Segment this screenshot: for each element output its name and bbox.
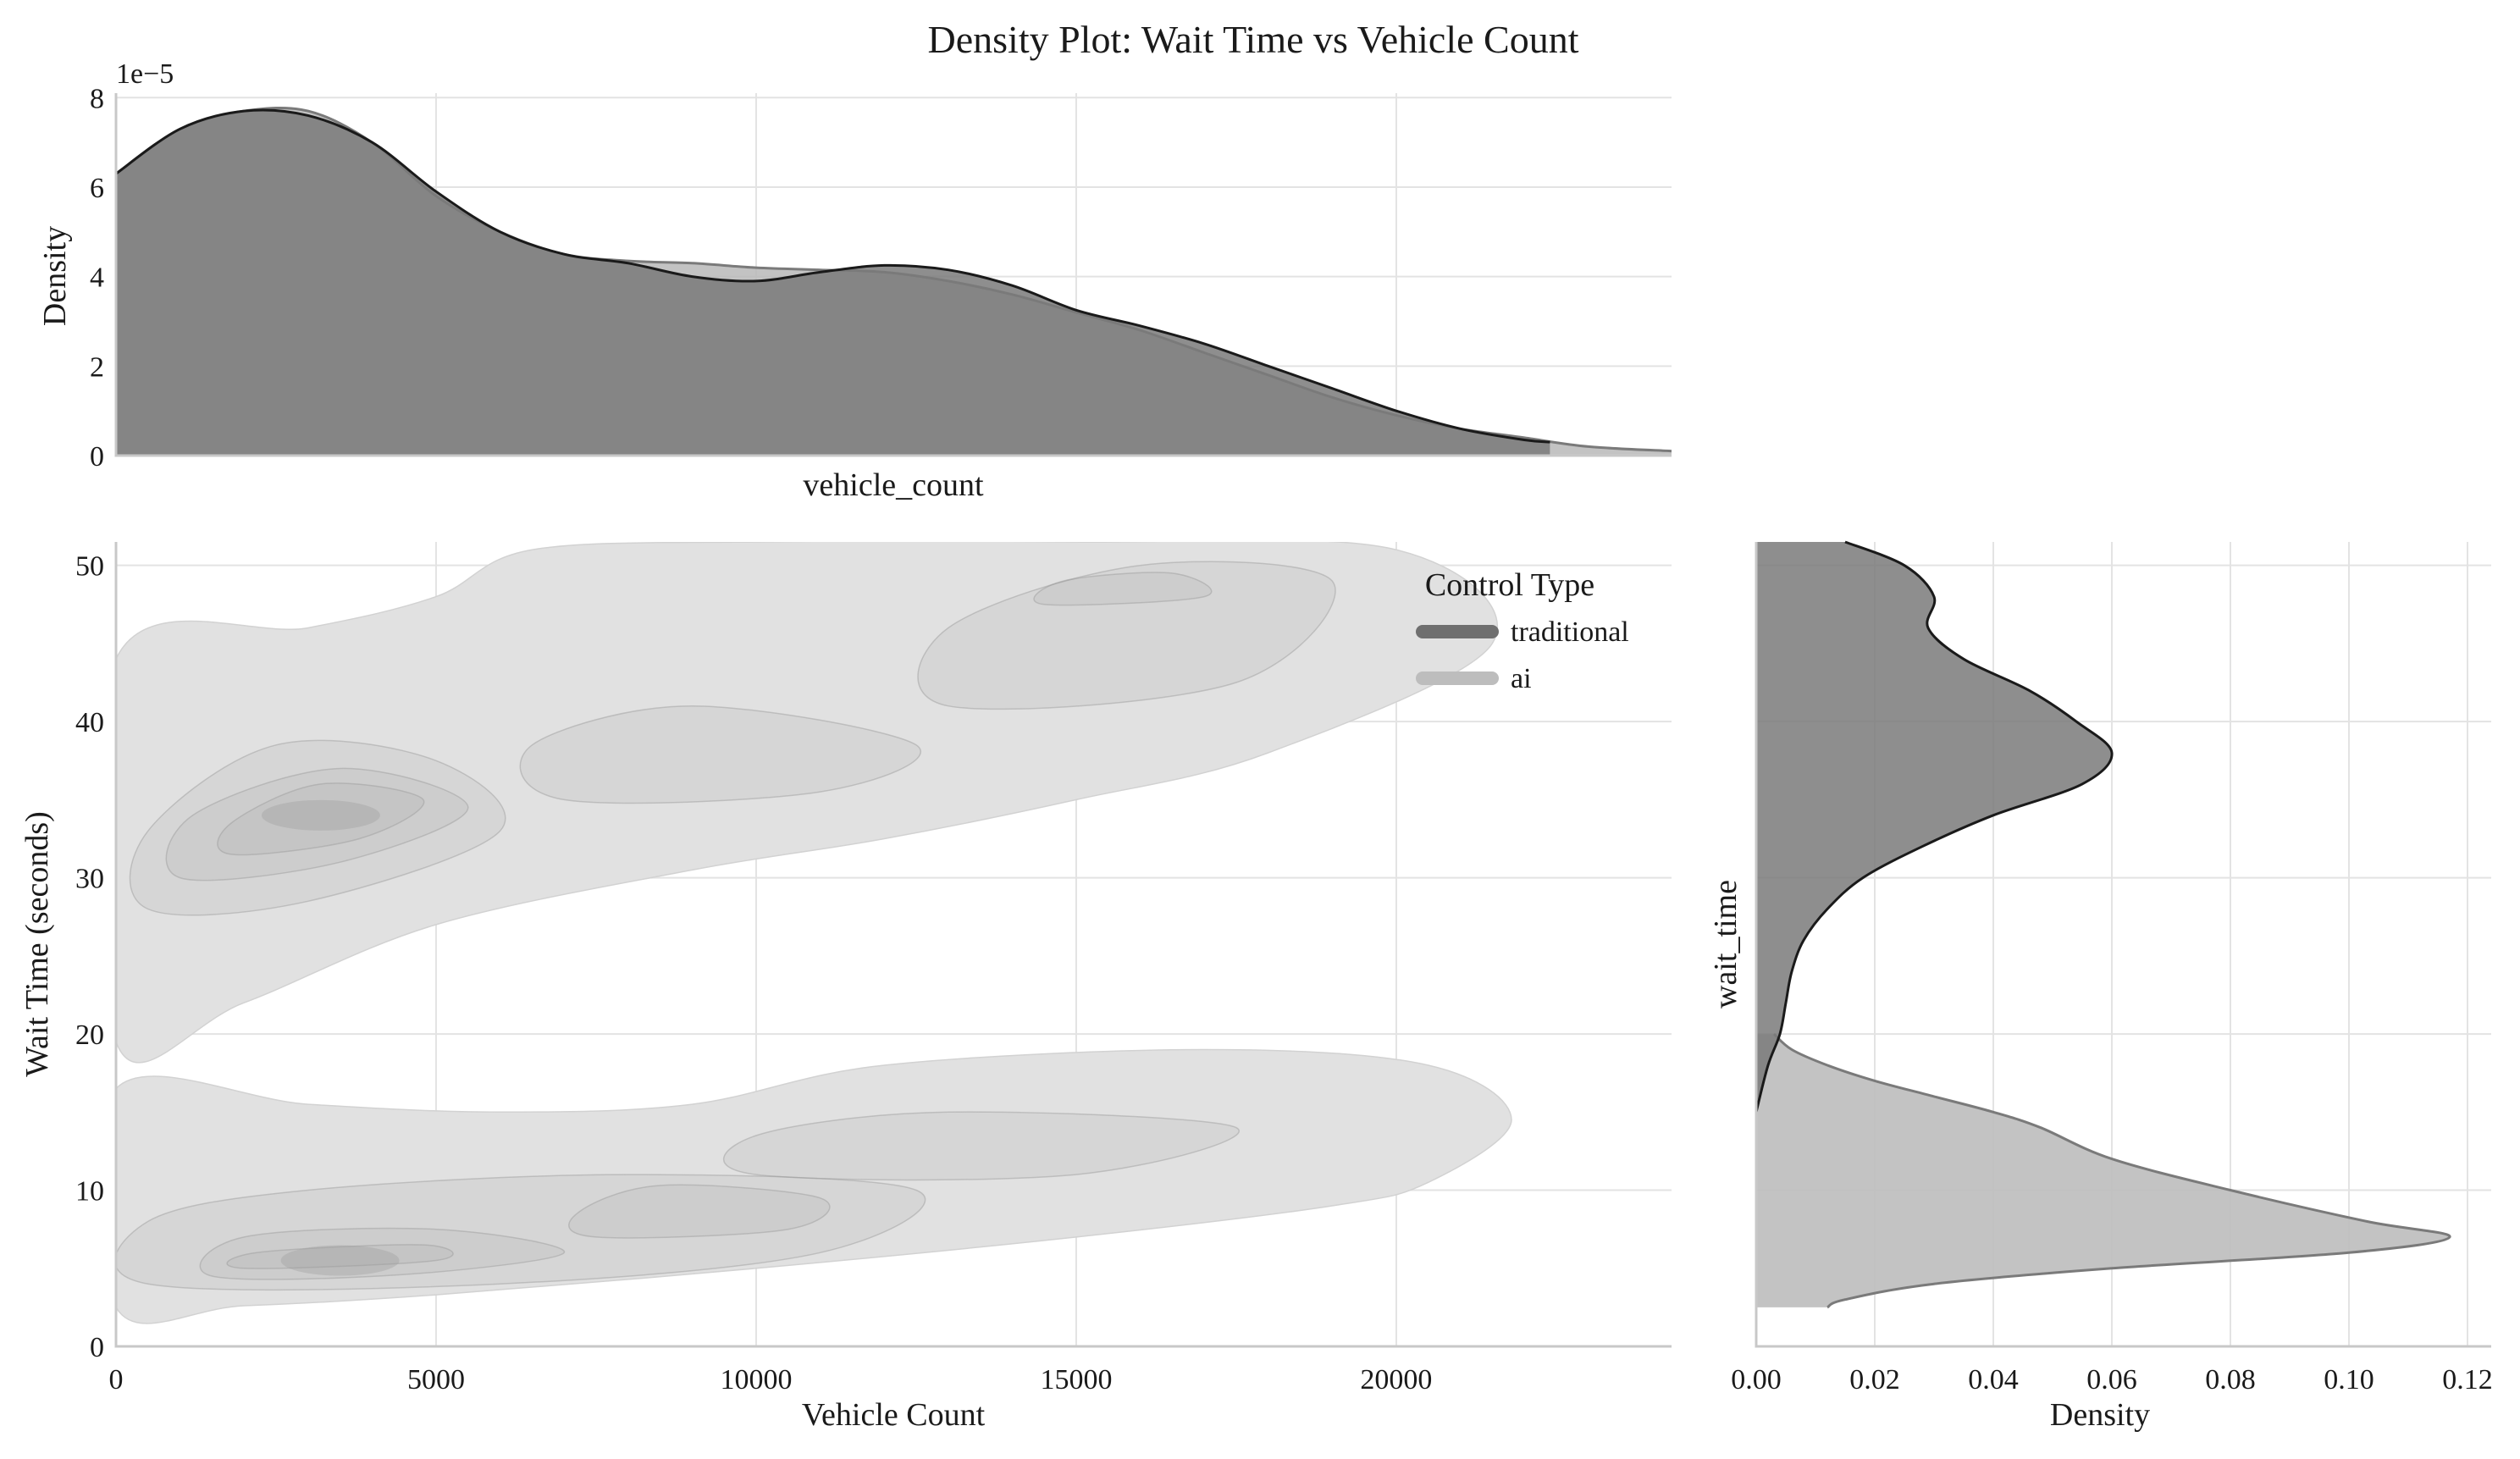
right-density-fill-traditional bbox=[1756, 542, 2113, 1113]
kde-contour-traditional-level bbox=[519, 705, 922, 804]
main-y-tick-label: 20 bbox=[75, 1020, 104, 1051]
right-density-fill-ai bbox=[1756, 1034, 2451, 1307]
main-x-tick-label: 10000 bbox=[720, 1364, 792, 1395]
kde-peak-traditional bbox=[261, 799, 380, 831]
kde-contour-ai-level bbox=[226, 1244, 454, 1269]
main-contour-group bbox=[116, 542, 1512, 1324]
right-xlabel: Density bbox=[2050, 1397, 2150, 1433]
kde-contour-traditional-level bbox=[917, 561, 1336, 710]
right-x-tick-label: 0.00 bbox=[1731, 1364, 1782, 1395]
top-ylabel: Density bbox=[37, 226, 73, 326]
top-offset-label: 1e−5 bbox=[116, 58, 174, 90]
main-ylabel: Wait Time (seconds) bbox=[19, 811, 55, 1077]
right-x-tick-label: 0.06 bbox=[2086, 1364, 2137, 1395]
main-x-tick-label: 20000 bbox=[1360, 1364, 1432, 1395]
kde-contour-traditional-level bbox=[165, 767, 469, 881]
legend-label-ai: ai bbox=[1511, 663, 1532, 694]
top-y-tick-label: 6 bbox=[90, 173, 104, 204]
main-y-tick-label: 50 bbox=[75, 551, 104, 583]
main-y-tick-label: 40 bbox=[75, 707, 104, 738]
main-xlabel: Vehicle Count bbox=[802, 1397, 986, 1433]
right-x-tick-label: 0.04 bbox=[1968, 1364, 2019, 1395]
right-x-tick-label: 0.10 bbox=[2324, 1364, 2374, 1395]
top-marginal-spine bbox=[114, 93, 1672, 457]
main-spine bbox=[114, 542, 1672, 1348]
legend-title: Control Type bbox=[1425, 567, 1594, 603]
right-x-tick-label: 0.08 bbox=[2205, 1364, 2256, 1395]
main-y-tick-label: 30 bbox=[75, 864, 104, 895]
kde-contour-traditional-level bbox=[1033, 572, 1213, 606]
chart-title: Density Plot: Wait Time vs Vehicle Count bbox=[928, 18, 1579, 61]
legend: Control Type traditional ai bbox=[1416, 567, 1629, 694]
right-density-line-ai bbox=[1772, 1032, 2451, 1309]
right-x-tick-label: 0.02 bbox=[1849, 1364, 1900, 1395]
right-marginal-spine bbox=[1755, 542, 2491, 1348]
kde-contour-traditional-level bbox=[217, 782, 425, 856]
top-y-tick-label: 4 bbox=[90, 263, 104, 294]
top-marginal-panel: 0 2 4 6 8 1e−5 Density vehicle_count bbox=[37, 58, 1672, 503]
top-density-fill-traditional bbox=[116, 109, 1550, 456]
kde-contour-ai-level bbox=[568, 1184, 831, 1239]
kde-contour-ai-level bbox=[116, 1174, 926, 1291]
right-marginal-panel: 0.00 0.02 0.04 0.06 0.08 0.10 0.12 Density wai… bbox=[1708, 540, 2493, 1433]
legend-label-traditional: traditional bbox=[1511, 616, 1629, 648]
top-density-line-traditional bbox=[115, 108, 1550, 444]
main-y-tick-label: 10 bbox=[75, 1176, 104, 1208]
top-xlabel: vehicle_count bbox=[803, 467, 984, 503]
kde-contour-traditional-level bbox=[129, 739, 506, 916]
right-ylabel: wait_time bbox=[1708, 880, 1744, 1009]
main-panel: 0 5000 10000 15000 20000 0 10 20 30 40 50 Vehicle … bbox=[19, 542, 1672, 1433]
top-y-tick-label: 8 bbox=[90, 83, 104, 114]
top-y-tick-label: 2 bbox=[90, 351, 104, 383]
top-y-tick-label: 0 bbox=[90, 441, 104, 473]
main-x-tick-label: 5000 bbox=[407, 1364, 465, 1395]
kde-contour-ai-outer bbox=[116, 1048, 1512, 1324]
right-x-tick-label: 0.12 bbox=[2442, 1364, 2493, 1395]
main-x-tick-label: 15000 bbox=[1040, 1364, 1112, 1395]
main-y-tick-label: 0 bbox=[90, 1332, 104, 1363]
kde-contour-ai-level bbox=[199, 1227, 565, 1280]
kde-peak-ai bbox=[280, 1245, 400, 1276]
kde-contour-traditional-outer bbox=[116, 542, 1498, 1064]
main-x-tick-label: 0 bbox=[109, 1364, 124, 1395]
kde-contour-ai-level bbox=[722, 1111, 1240, 1181]
right-density-line-traditional bbox=[1755, 540, 2114, 1113]
